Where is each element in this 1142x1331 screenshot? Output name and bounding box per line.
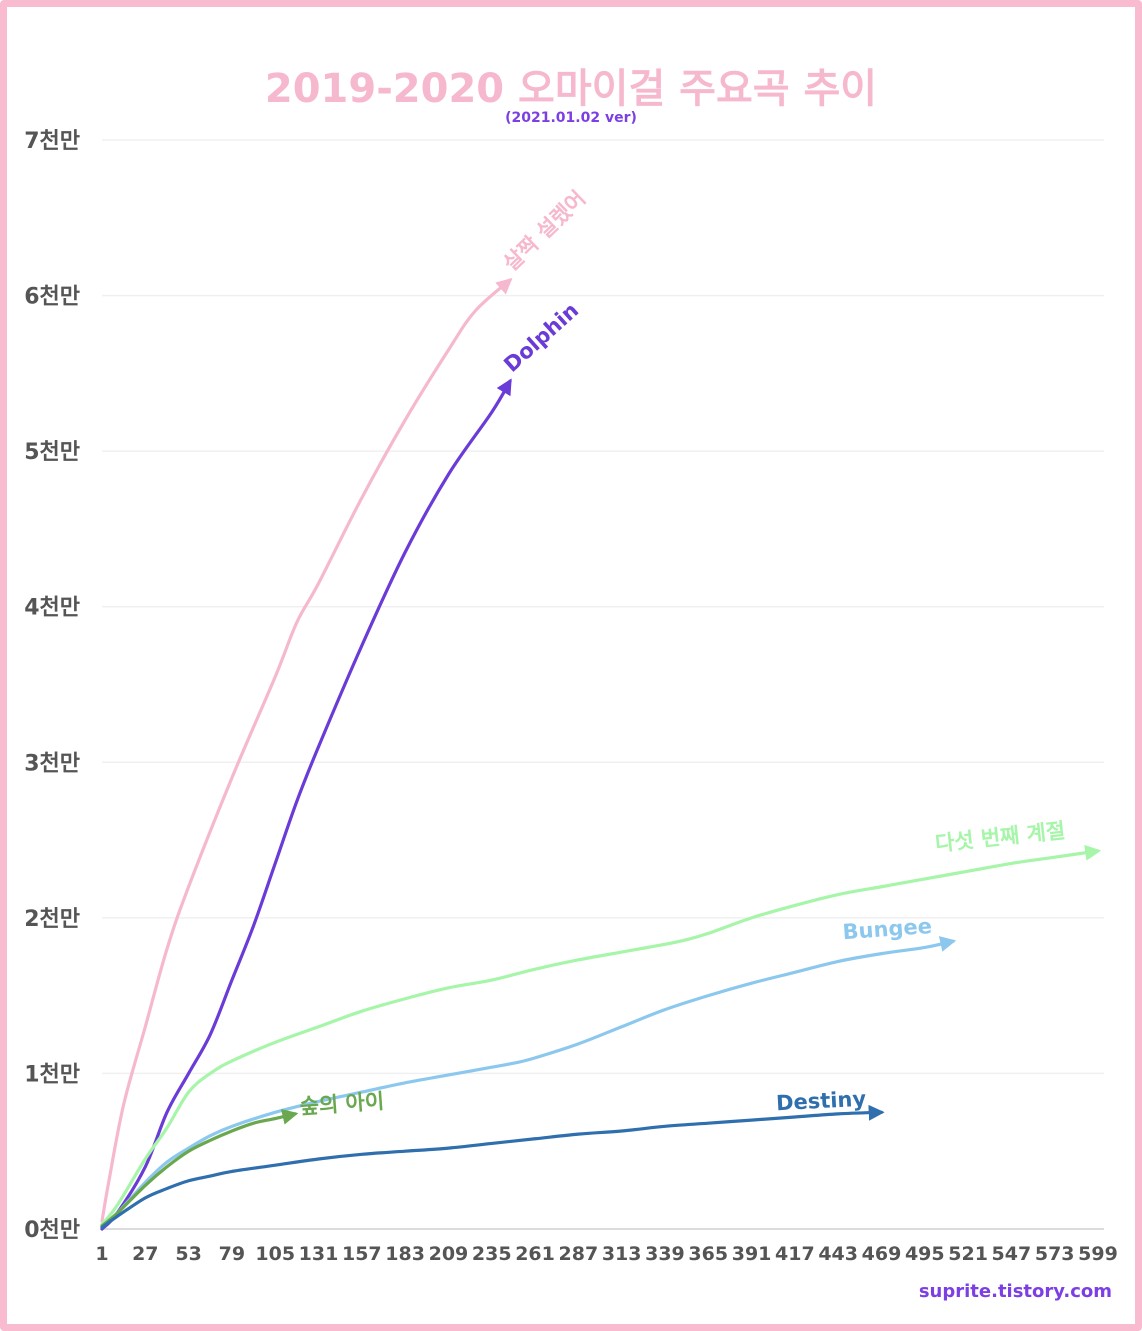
x-tick-label: 599 <box>1078 1243 1118 1265</box>
series-label: 다섯 번째 계절 <box>934 818 1066 856</box>
x-tick-label: 339 <box>645 1243 685 1265</box>
x-tick-label: 521 <box>948 1243 988 1265</box>
chart-subtitle: (2021.01.02 ver) <box>505 110 637 126</box>
series-lines <box>100 277 1102 1231</box>
x-tick-label: 235 <box>472 1243 512 1265</box>
series-labels: 살짝 설렜어 Dolphin 다섯 번째 계절 Bungee 숲의 아이 Destiny <box>299 186 1066 1119</box>
series-line <box>100 378 512 1231</box>
series-label: Destiny <box>775 1087 866 1116</box>
x-tick-label: 209 <box>429 1243 469 1265</box>
y-tick-label: 3천만 <box>24 751 80 776</box>
x-tick-label: 261 <box>515 1243 555 1265</box>
series-label: Bungee <box>842 914 933 944</box>
series-line <box>100 844 1102 1226</box>
series-line <box>100 936 957 1228</box>
x-tick-label: 573 <box>1035 1243 1075 1265</box>
y-tick-label: 6천만 <box>24 285 80 310</box>
x-tick-label: 183 <box>385 1243 425 1265</box>
y-tick-label: 7천만 <box>24 129 80 154</box>
y-axis-ticks: 0천만 1천만 2천만 3천만 4천만 5천만 6천만 7천만 <box>24 129 80 1243</box>
y-tick-label: 0천만 <box>24 1218 80 1243</box>
series-label: 숲의 아이 <box>299 1089 385 1119</box>
x-tick-label: 443 <box>818 1243 858 1265</box>
gridlines <box>102 139 1104 1230</box>
chart-title: 2019-2020 오마이걸 주요곡 추이 <box>264 66 878 112</box>
series-line <box>100 1104 885 1230</box>
x-tick-label: 469 <box>862 1243 902 1265</box>
y-tick-label: 5천만 <box>24 440 80 465</box>
x-axis-ticks: 1 27 53 79 105 131 157 183 209 235 261 287 313 339 365… <box>95 1243 1117 1265</box>
x-tick-label: 105 <box>255 1243 295 1265</box>
series-label: Dolphin <box>499 298 583 377</box>
x-tick-label: 157 <box>342 1243 382 1265</box>
x-tick-label: 495 <box>905 1243 945 1265</box>
x-tick-label: 547 <box>992 1243 1032 1265</box>
y-tick-label: 1천만 <box>24 1062 80 1087</box>
x-tick-label: 417 <box>775 1243 815 1265</box>
y-tick-label: 4천만 <box>24 596 80 621</box>
x-tick-label: 1 <box>95 1243 108 1265</box>
x-tick-label: 391 <box>732 1243 772 1265</box>
series-label: 살짝 설렜어 <box>499 186 590 275</box>
y-tick-label: 2천만 <box>24 907 80 932</box>
x-tick-label: 27 <box>132 1243 158 1265</box>
x-tick-label: 287 <box>559 1243 599 1265</box>
x-tick-label: 313 <box>602 1243 642 1265</box>
x-tick-label: 53 <box>175 1243 201 1265</box>
credit-url: suprite.tistory.com <box>918 1281 1112 1302</box>
x-tick-label: 131 <box>299 1243 339 1265</box>
series-line <box>100 1109 299 1228</box>
x-tick-label: 79 <box>219 1243 245 1265</box>
series-line <box>100 277 513 1223</box>
x-tick-label: 365 <box>688 1243 728 1265</box>
